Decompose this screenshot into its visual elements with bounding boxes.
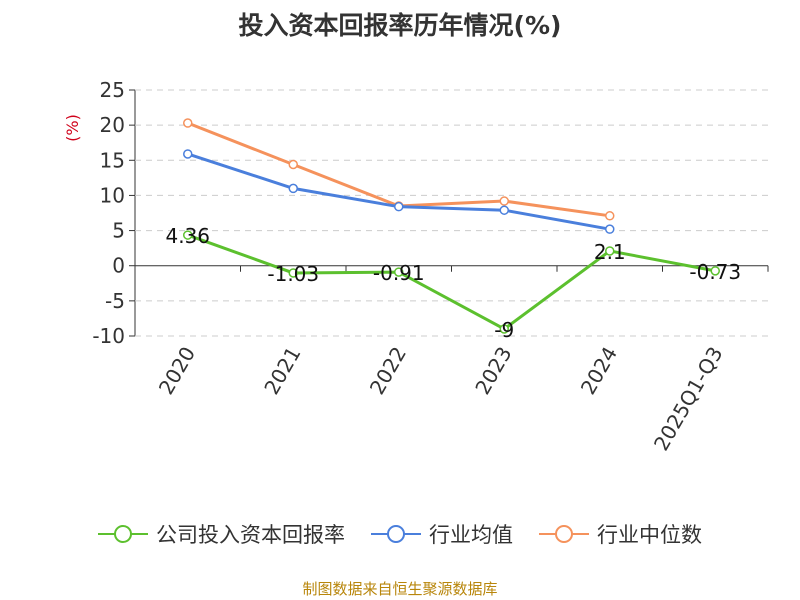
y-tick-label: 25: [100, 78, 125, 102]
data-point: [394, 201, 404, 212]
data-point: [499, 205, 509, 215]
x-tick-label: 2025Q1-Q3: [649, 343, 728, 455]
legend: 公司投入资本回报率 行业均值 行业中位数: [0, 519, 800, 549]
data-label: 2.1: [594, 240, 626, 264]
y-tick-label: 10: [100, 183, 125, 207]
legend-label: 行业中位数: [597, 523, 702, 547]
data-point: [605, 211, 615, 221]
data-point: [183, 149, 193, 159]
y-tick-label: 20: [100, 113, 125, 137]
series-line-1: [187, 152, 611, 231]
data-point: [183, 230, 193, 240]
y-tick-label: 15: [100, 148, 125, 172]
data-point: [288, 159, 298, 170]
data-point: [394, 267, 404, 277]
source-note: 制图数据来自恒生聚源数据库: [302, 580, 498, 598]
data-point: [183, 118, 193, 128]
legend-item[interactable]: 公司投入资本回报率: [98, 519, 345, 549]
chart-title: 投入资本回报率历年情况(%): [238, 11, 562, 40]
series-line-0: [187, 233, 716, 331]
data-label: -1.03: [267, 262, 319, 286]
y-tick-label: -5: [105, 289, 125, 313]
legend-item[interactable]: 行业均值: [371, 519, 513, 549]
y-axis-label: (%): [63, 114, 82, 142]
data-point: [499, 324, 509, 334]
data-label: -0.91: [373, 261, 425, 285]
data-point: [605, 246, 615, 256]
x-tick-label: 2021: [259, 343, 305, 399]
data-label: -0.73: [689, 260, 741, 284]
y-tick-label: 5: [112, 219, 125, 243]
x-tick-label: 2022: [365, 343, 411, 399]
y-tick-label: 0: [112, 254, 125, 278]
legend-label: 公司投入资本回报率: [156, 523, 345, 547]
x-tick-label: 2024: [576, 343, 622, 399]
y-tick-label: -10: [92, 324, 125, 348]
data-point: [499, 196, 509, 206]
data-point: [605, 224, 615, 234]
data-point: [288, 183, 298, 194]
legend-marker-icon: [98, 525, 148, 543]
data-point: [710, 266, 720, 276]
legend-label: 行业均值: [429, 523, 513, 547]
legend-marker-icon: [539, 525, 589, 543]
legend-marker-icon: [371, 525, 421, 543]
legend-item[interactable]: 行业中位数: [539, 519, 702, 549]
x-tick-label: 2020: [154, 343, 200, 399]
data-point: [288, 268, 298, 278]
data-label: 4.36: [165, 224, 210, 248]
data-label: -9: [494, 318, 514, 342]
x-tick-label: 2023: [470, 343, 516, 399]
